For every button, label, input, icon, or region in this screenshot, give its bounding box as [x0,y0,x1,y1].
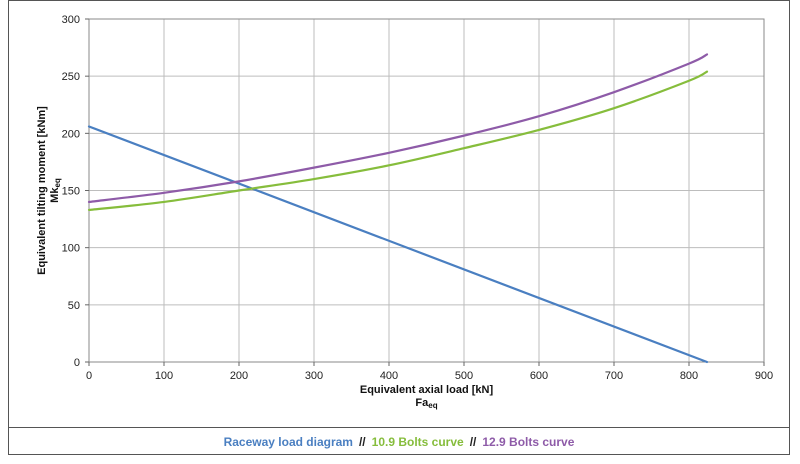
bolts-10-9-curve [87,70,709,212]
x-axis-subtitle: Faeq [415,397,437,410]
y-tick-label: 300 [62,14,80,26]
chart-frame: 0 100 200 300 400 500 600 700 800 900 0 50 100 150 200… [8,0,790,455]
legend-item-12-9-bolts: 12.9 Bolts curve [482,434,575,449]
x-tick-label: 100 [155,370,173,382]
x-tick-label: 500 [455,370,473,382]
x-tick-label: 900 [755,370,773,382]
y-tick-label: 0 [74,357,80,369]
line-chart: 0 100 200 300 400 500 600 700 800 900 0 50 100 150 200… [36,14,773,410]
x-tick-label: 600 [530,370,548,382]
legend-item-10-9-bolts: 10.9 Bolts curve [371,434,464,449]
plot-area-box: 0 100 200 300 400 500 600 700 800 900 0 50 100 150 200… [9,1,789,428]
x-tick-label: 200 [230,370,248,382]
x-axis-title: Equivalent axial load [kN] [360,384,494,396]
legend-separator: // [469,434,477,449]
y-tick-label: 100 [62,243,80,255]
y-tick-label: 200 [62,128,80,140]
legend: Raceway load diagram // 10.9 Bolts curve… [9,428,789,455]
y-tick-label: 50 [68,300,80,312]
x-tick-label: 700 [605,370,623,382]
legend-separator: // [358,434,366,449]
x-tick-label: 300 [305,370,323,382]
y-tick-label: 250 [62,71,80,83]
y-axis-title: Equivalent tilting moment [kNm] [36,106,48,275]
bolts-12-9-curve [87,53,709,204]
raceway-load-line [87,125,709,364]
x-tick-label: 400 [380,370,398,382]
y-axis-subtitle: Mkeq [49,178,62,203]
x-tick-label: 800 [680,370,698,382]
x-tick-label: 0 [86,370,92,382]
legend-item-raceway: Raceway load diagram [223,434,353,449]
y-tick-label: 150 [62,186,80,198]
